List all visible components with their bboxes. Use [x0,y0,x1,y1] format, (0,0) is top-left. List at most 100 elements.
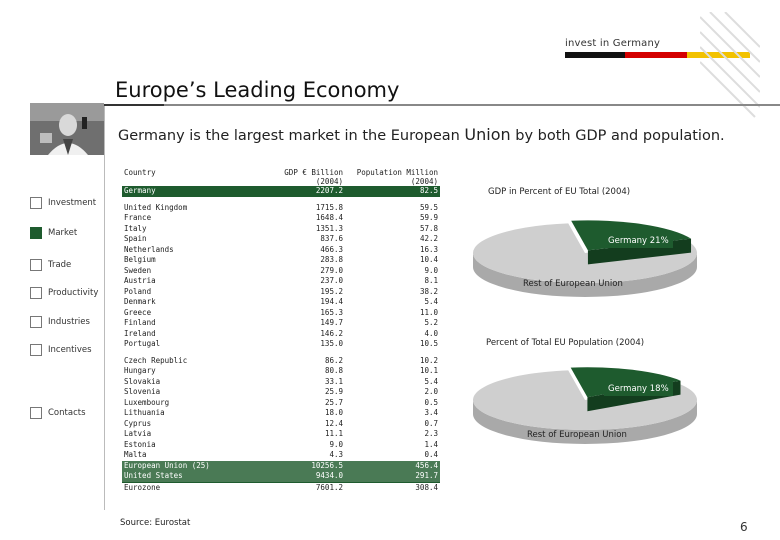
gdp-cell: 25.7 [324,397,343,407]
population-cell: 456.4 [345,460,440,471]
table-row: Latvia 11.1 2.3 [122,429,440,440]
population-cell: 308.4 [345,481,440,493]
country-cell: Portugal [124,339,161,348]
nav-item-trade[interactable]: Trade [30,259,71,271]
nav-item-market[interactable]: Market [30,227,77,239]
country-cell: Greece [124,307,152,317]
nav-checkbox-icon [30,197,42,209]
gdp-cell: 7601.2 [252,481,345,493]
column-header-gdp: GDP € Billion (2004) [284,168,343,186]
country-cell: Slovakia [124,376,161,386]
country-cell: Ireland [124,328,156,338]
table-row: France 1648.4 59.9 [122,213,440,224]
population-cell: 0.7 [424,418,438,428]
table-row: Germany 2207.2 82.5 [122,186,440,197]
population-cell: 42.2 [419,234,438,243]
country-cell: Denmark [124,297,156,306]
population-cell: 11.0 [419,307,438,317]
table-row: Luxembourg 25.7 0.5 [122,398,440,409]
nav-label: Trade [48,260,72,270]
country-cell: European Union (25) [122,460,252,471]
population-cell: 0.5 [424,397,438,407]
table-row: Sweden 279.0 9.0 [122,266,440,277]
country-cell: Malta [124,450,147,459]
gdp-population-table: Country GDP € Billion (2004) Population … [122,168,440,493]
left-divider [104,106,105,510]
subtitle-emphasis: Union [464,125,511,144]
nav-checkbox-icon [30,316,42,328]
table-row: Netherlands 466.3 16.3 [122,245,440,256]
gdp-germany-label: Germany 21% [604,234,673,248]
country-cell: United States [122,471,252,482]
nav-item-industries[interactable]: Industries [30,316,90,328]
source-note: Source: Eurostat [120,518,191,528]
table-row: Lithuania 18.0 3.4 [122,408,440,419]
gdp-cell: 837.6 [320,234,343,243]
country-cell: Lithuania [124,408,165,417]
gdp-cell: 1351.3 [315,223,343,233]
country-cell: Estonia [124,439,156,449]
population-cell: 57.8 [419,223,438,233]
table-row: Eurozone 7601.2 308.4 [122,481,440,493]
nav-checkbox-icon [30,344,42,356]
table-row: Portugal 135.0 10.5 [122,339,440,350]
nav-item-productivity[interactable]: Productivity [30,287,98,299]
gdp-cell: 165.3 [320,307,343,317]
title-divider [104,104,780,106]
gdp-cell: 194.4 [320,297,343,306]
population-cell: 9.0 [424,265,438,275]
nav-checkbox-icon [30,287,42,299]
gdp-cell: 466.3 [320,244,343,254]
gdp-cell: 283.8 [320,255,343,264]
country-cell: Poland [124,286,152,296]
nav-label: Market [48,228,78,238]
businessman-photo [30,103,104,155]
gdp-rest-label: Rest of European Union [523,279,623,289]
table-row: Italy 1351.3 57.8 [122,224,440,235]
brand-flag-bar [565,52,750,58]
population-cell: 10.5 [419,339,438,348]
population-cell: 59.5 [419,202,438,212]
nav-label: Industries [48,317,90,327]
gdp-chart-title: GDP in Percent of EU Total (2004) [488,187,631,197]
country-cell: Czech Republic [124,355,188,365]
nav-item-contacts[interactable]: Contacts [30,407,86,419]
nav-item-incentives[interactable]: Incentives [30,344,92,356]
gdp-cell: 10256.5 [252,460,345,471]
subtitle-text-end: by both GDP and population. [510,128,725,144]
country-cell: Netherlands [124,244,174,254]
gdp-cell: 237.0 [320,276,343,285]
gdp-pie-chart [473,220,697,297]
nav-label: Contacts [48,408,86,418]
population-cell: 59.9 [419,213,438,222]
subtitle: Germany is the largest market in the Eur… [118,126,738,145]
table-row: Ireland 146.2 4.0 [122,329,440,340]
country-cell: Germany [122,186,252,197]
country-cell: Latvia [124,429,152,438]
gdp-cell: 1648.4 [315,213,343,222]
table-row: Poland 195.2 38.2 [122,287,440,298]
population-cell: 5.4 [424,297,438,306]
pie-slice-rest-of-eu [473,223,697,283]
population-cell: 3.4 [424,408,438,417]
title-divider-accent [104,104,164,106]
table-row: Czech Republic 86.2 10.2 [122,356,440,367]
nav-item-investment[interactable]: Investment [30,197,96,209]
population-cell: 10.4 [419,255,438,264]
gdp-cell: 195.2 [320,286,343,296]
table-row: Spain 837.6 42.2 [122,234,440,245]
country-cell: France [124,213,152,222]
population-cell: 38.2 [419,286,438,296]
table-row: United Kingdom 1715.8 59.5 [122,203,440,214]
population-cell: 1.4 [424,439,438,449]
gdp-cell: 279.0 [320,265,343,275]
pie-slice-rest-of-eu [473,370,697,430]
table-row: Slovakia 33.1 5.4 [122,377,440,388]
table-row: Malta 4.3 0.4 [122,450,440,461]
nav-checkbox-icon [30,259,42,271]
gdp-cell: 146.2 [320,328,343,338]
country-cell: Cyprus [124,418,152,428]
gdp-cell: 9.0 [329,439,343,449]
brand-text: invest in Germany [565,38,661,49]
page-title: Europe’s Leading Economy [115,78,400,102]
